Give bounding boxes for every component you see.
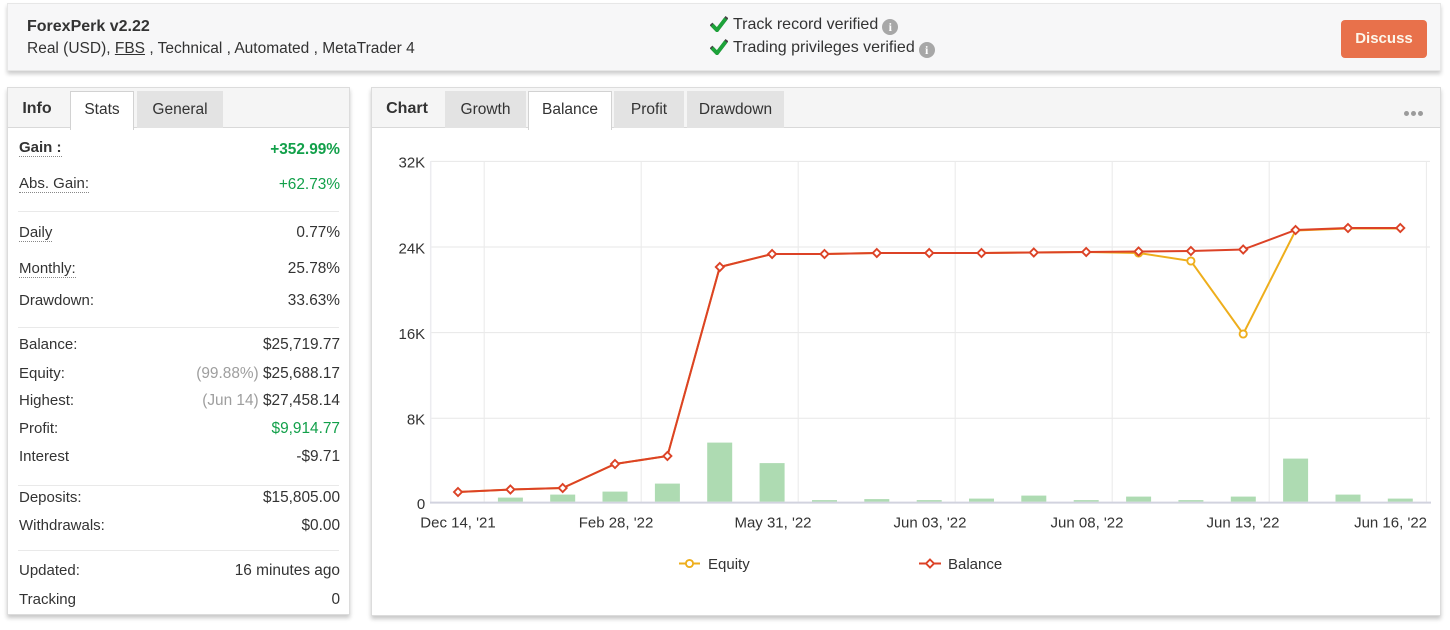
svg-text:May 31, '22: May 31, '22 [734, 515, 811, 532]
svg-text:Dec 14, '21: Dec 14, '21 [420, 515, 495, 532]
svg-text:16K: 16K [398, 326, 425, 343]
svg-text:Jun 13, '22: Jun 13, '22 [1207, 515, 1280, 532]
svg-text:0: 0 [417, 496, 425, 513]
svg-text:Balance: Balance [948, 556, 1002, 573]
svg-text:Jun 16, '22: Jun 16, '22 [1354, 515, 1427, 532]
svg-text:Equity: Equity [708, 556, 750, 573]
svg-text:Feb 28, '22: Feb 28, '22 [579, 515, 654, 532]
svg-text:Jun 08, '22: Jun 08, '22 [1051, 515, 1124, 532]
svg-text:24K: 24K [398, 240, 425, 257]
svg-text:Jun 03, '22: Jun 03, '22 [894, 515, 967, 532]
svg-text:8K: 8K [407, 412, 425, 429]
svg-text:32K: 32K [398, 155, 425, 172]
